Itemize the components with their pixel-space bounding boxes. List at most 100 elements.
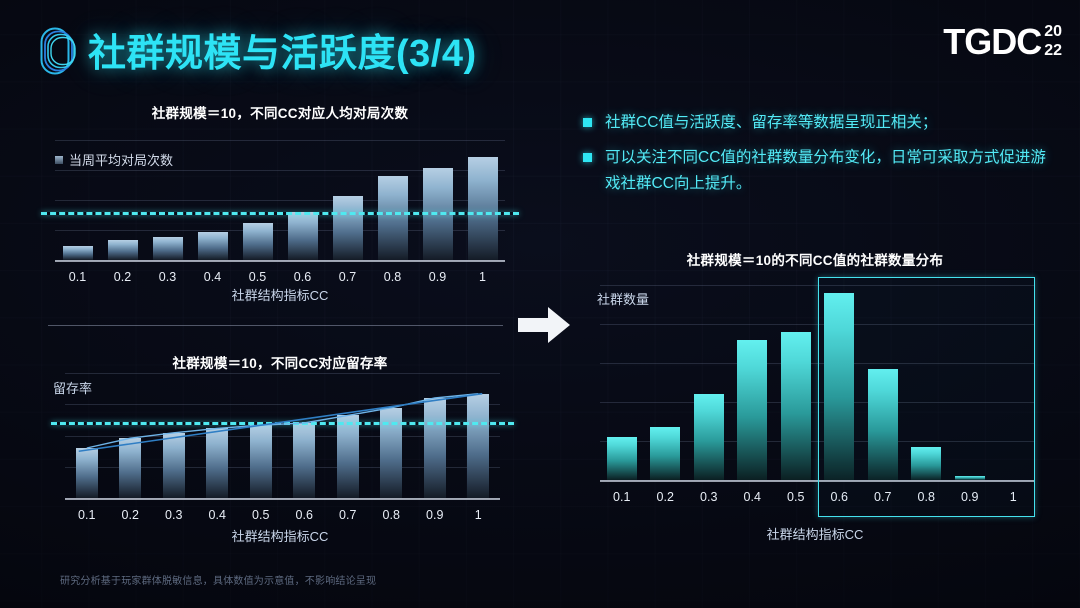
chart-x-tick-label: 0.8 [383, 270, 402, 284]
list-item-text: 可以关注不同CC值的社群数量分布变化，日常可采取方式促进游戏社群CC向上提升。 [605, 149, 1046, 192]
chart-line-overlay [78, 392, 483, 453]
chart-bar [287, 212, 318, 260]
chart-bar [780, 331, 811, 480]
chart-retention: 社群规模＝10，不同CC对应留存率 留存率 0.1 0.2 0.3 0.4 0.5 0.6… [40, 338, 520, 553]
slide-header: 社群规模与活跃度(3/4) TGDC 20 22 [0, 0, 1080, 92]
chart-x-tick-label: 0.2 [113, 270, 132, 284]
chart-gridline [65, 435, 500, 437]
chart-bar [162, 432, 185, 498]
chart-x-tick-label: 0.3 [700, 490, 718, 504]
chart-bar [336, 415, 359, 498]
chart-x-tick-label: 0.8 [917, 490, 935, 504]
chart-bar [911, 446, 942, 480]
chart-x-tick-label: 0.4 [743, 490, 761, 504]
chart-x-tick-label: 0.3 [165, 508, 183, 522]
chart-bar [332, 196, 363, 260]
list-item: 可以关注不同CC值的社群数量分布变化，日常可采取方式促进游戏社群CC向上提升。 [583, 145, 1053, 197]
legend-label: 当周平均对局次数 [69, 153, 174, 168]
list-item: 社群CC值与活跃度、留存率等数据呈现正相关； [583, 110, 1053, 136]
chart-x-tick-label: 0.8 [382, 508, 400, 522]
chart-games-per-capita: 社群规模＝10，不同CC对应人均对局次数 当周平均对局次数 0.1 0.2 0.3 0… [40, 100, 520, 318]
chart-bar [467, 393, 490, 498]
logo-year-top: 20 [1044, 23, 1062, 40]
chart-bar [197, 232, 228, 260]
chart-x-tick-label: 0.4 [208, 508, 226, 522]
section-divider [48, 325, 503, 326]
chart-bar [75, 448, 98, 498]
chart-x-tick-label: 1 [474, 508, 482, 522]
chart-y-axis-label: 留存率 [53, 381, 93, 396]
chart-x-tick-label: 0.5 [248, 270, 267, 284]
chart-x-axis-label: 社群结构指标CC [766, 527, 864, 542]
chart-x-tick-label: 0.2 [656, 490, 674, 504]
logo-year: 20 22 [1044, 22, 1062, 60]
chart-legend: 当周平均对局次数 [55, 150, 173, 169]
chart-x-tick-label: 0.7 [338, 270, 357, 284]
chart-x-tick-label: 0.2 [121, 508, 139, 522]
logo-wordmark: TGDC [943, 21, 1042, 62]
chart-x-tick-label: 0.5 [787, 490, 805, 504]
chart-x-tick-label: 0.6 [293, 270, 312, 284]
chart-x-tick-label: 0.6 [295, 508, 313, 522]
chart-x-tick-label: 0.7 [339, 508, 357, 522]
logo-year-bottom-row: 22 [1044, 41, 1062, 60]
chart-title: 社群规模＝10，不同CC对应留存率 [172, 356, 388, 371]
chart-bar [467, 156, 498, 260]
chart-gridline [65, 404, 500, 406]
chart-bar [606, 437, 637, 480]
chart-bar [206, 428, 229, 498]
square-bullet-icon [583, 153, 592, 162]
chart-bar [119, 438, 142, 498]
tgdc-logo: TGDC 20 22 [943, 22, 1062, 62]
chart-x-tick-label: 0.7 [874, 490, 892, 504]
chart-bar [249, 425, 272, 498]
key-points-list: 社群CC值与活跃度、留存率等数据呈现正相关； 可以关注不同CC值的社群数量分布变… [583, 110, 1053, 206]
chart-x-axis-label: 社群结构指标CC [231, 288, 329, 303]
chart-bar [954, 476, 985, 480]
chart-plot-area: 0.1 0.2 0.3 0.4 0.5 0.6 0.7 0.8 0.9 1 [41, 140, 519, 284]
chart-x-tick-label: 0.1 [613, 490, 631, 504]
chart-plot-area: 0.1 0.2 0.3 0.4 0.5 0.6 0.7 0.8 0.9 1 [51, 373, 514, 522]
chart-gridline [65, 373, 500, 374]
chart-x-tick-label: 0.5 [252, 508, 270, 522]
chart-bar [62, 245, 93, 260]
chart-reference-line [41, 212, 519, 215]
chart-x-tick-label: 0.4 [203, 270, 222, 284]
chart-bar [293, 423, 316, 498]
chart-bar [152, 237, 183, 260]
chart-trend-line [78, 392, 483, 453]
right-arrow-icon [518, 307, 570, 343]
chart-community-count-distribution: 社群规模＝10的不同CC值的社群数量分布 社群数量 0.1 0.2 0.3 0.4 0.… [575, 245, 1055, 545]
chart-bar [242, 222, 273, 260]
chart-bar [824, 292, 855, 480]
chart-gridline [55, 230, 505, 231]
chart-gridline [65, 466, 500, 468]
chart-x-tick-label: 0.1 [78, 508, 96, 522]
chart-bar [737, 339, 768, 480]
chart-title: 社群规模＝10的不同CC值的社群数量分布 [686, 253, 944, 268]
square-bullet-icon [583, 118, 592, 127]
logo-year-top-row: 20 [1044, 22, 1062, 41]
list-item-text: 社群CC值与活跃度、留存率等数据呈现正相关； [605, 114, 938, 131]
logo-year-bottom: 22 [1044, 42, 1062, 59]
chart-bar [693, 394, 724, 480]
chart-bar [107, 239, 138, 260]
chart-title: 社群规模＝10，不同CC对应人均对局次数 [151, 106, 409, 121]
chart-bar [867, 368, 898, 480]
chart-x-tick-label: 1 [479, 270, 486, 284]
chart-gridline [55, 200, 505, 201]
page-title: 社群规模与活跃度(3/4) [88, 33, 477, 75]
chart-x-tick-label: 0.9 [961, 490, 979, 504]
chart-gridline [55, 140, 505, 141]
chart-x-tick-label: 1 [1009, 490, 1017, 504]
highlight-box [817, 277, 1035, 517]
chart-bar [380, 407, 403, 498]
chart-x-tick-label: 0.3 [158, 270, 177, 284]
chart-baseline [55, 260, 505, 262]
nested-capsule-icon [40, 27, 76, 75]
chart-x-tick-label: 0.6 [830, 490, 848, 504]
chart-y-axis-label: 社群数量 [597, 292, 650, 307]
chart-x-tick-label: 0.9 [428, 270, 447, 284]
chart-x-tick-label: 0.1 [68, 270, 87, 284]
chart-baseline [65, 498, 500, 500]
